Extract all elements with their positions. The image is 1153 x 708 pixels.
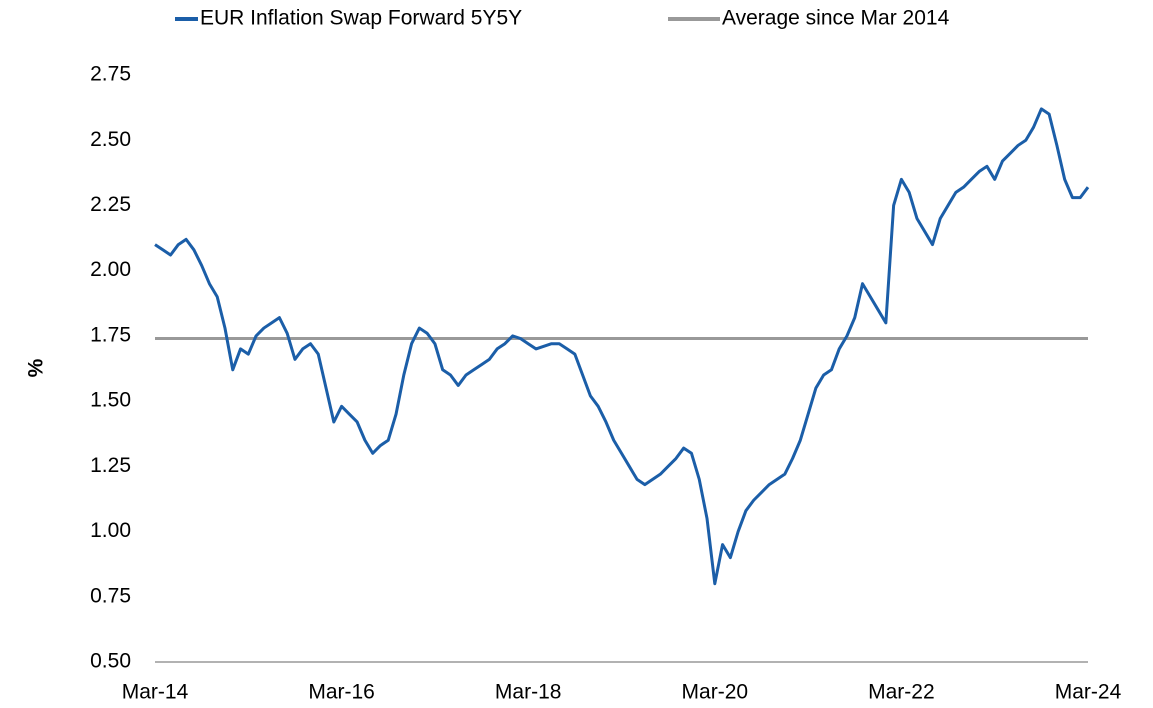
y-tick-label: 1.75 [90,323,131,346]
y-tick-label: 1.25 [90,454,131,477]
y-tick-label: 2.50 [90,128,131,151]
legend-label: EUR Inflation Swap Forward 5Y5Y [200,7,522,30]
x-tick-label: Mar-20 [682,681,749,704]
y-tick-label: 0.75 [90,584,131,607]
x-tick-label: Mar-14 [122,681,189,704]
y-tick-label: 2.00 [90,258,131,281]
x-tick-label: Mar-16 [308,681,375,704]
y-tick-label: 1.50 [90,389,131,412]
y-tick-label: 2.75 [90,63,131,86]
y-axis-label: % [25,358,48,377]
y-tick-label: 1.00 [90,519,131,542]
y-tick-label: 0.50 [90,650,131,673]
x-tick-label: Mar-18 [495,681,562,704]
y-tick-label: 2.25 [90,193,131,216]
x-tick-label: Mar-24 [1055,681,1122,704]
legend-label: Average since Mar 2014 [722,7,950,30]
x-tick-label: Mar-22 [868,681,935,704]
series-line [154,107,1090,586]
